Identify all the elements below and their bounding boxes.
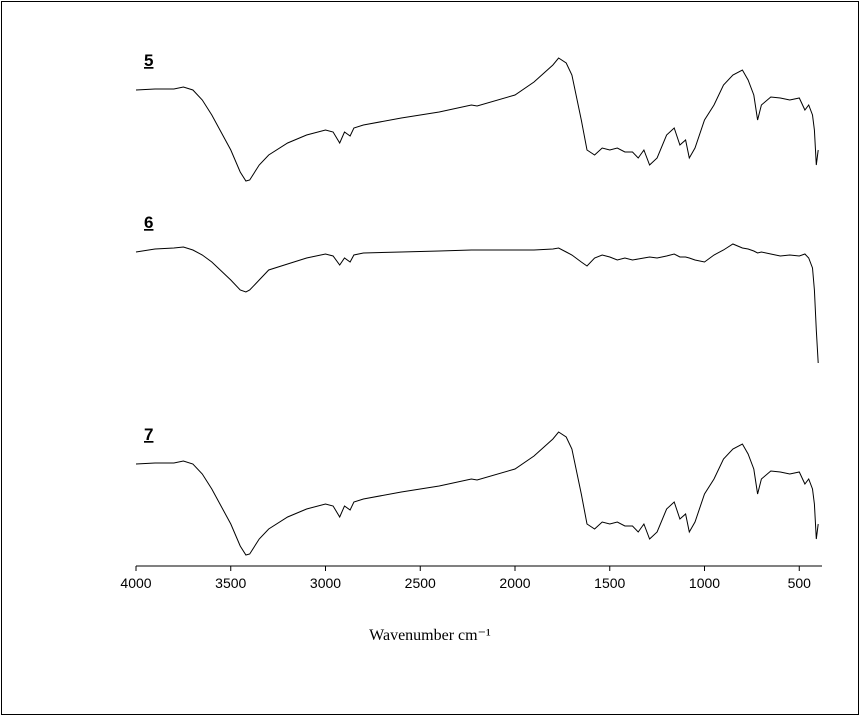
x-tick-label: 2500 [405, 575, 436, 591]
x-tick-label: 2000 [499, 575, 530, 591]
x-axis-label: Wavenumber cm⁻¹ [369, 627, 491, 644]
spectrum-line [135, 431, 819, 556]
x-tick-label: 1000 [689, 575, 720, 591]
series-label: 5 [144, 51, 153, 70]
x-tick-label: 3000 [310, 575, 341, 591]
series-label: 7 [144, 425, 153, 444]
x-tick-label: 1500 [594, 575, 625, 591]
x-tick-label: 3500 [215, 575, 246, 591]
x-tick-label: 4000 [120, 575, 151, 591]
x-tick-label: 500 [788, 575, 812, 591]
spectrum-line [135, 243, 819, 364]
spectrum-line [135, 57, 819, 182]
series-label: 6 [144, 213, 153, 232]
